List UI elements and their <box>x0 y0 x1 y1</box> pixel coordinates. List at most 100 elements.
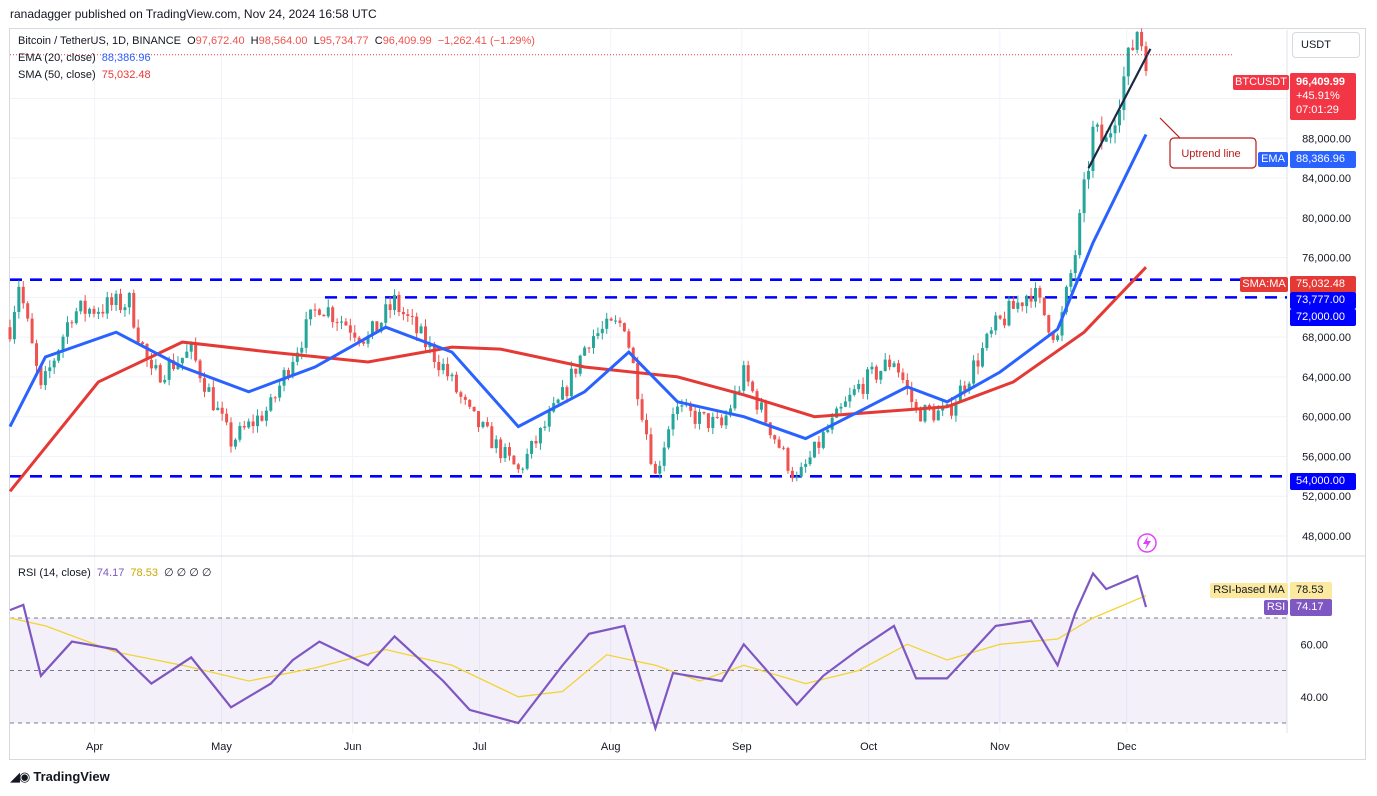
candle <box>291 361 295 377</box>
candle <box>331 307 335 323</box>
uptrend-line <box>1087 48 1152 169</box>
candle <box>980 348 984 367</box>
candle <box>675 406 679 414</box>
candle <box>1131 47 1135 50</box>
candle <box>269 397 273 411</box>
tradingview-logo-icon: ◢◉ <box>10 769 30 784</box>
candle <box>1011 300 1015 309</box>
time-axis-label: Nov <box>990 741 1010 753</box>
candle <box>1029 295 1033 302</box>
candle <box>547 411 551 427</box>
candle <box>141 342 145 345</box>
candle <box>273 397 277 399</box>
candle <box>605 318 609 329</box>
candle <box>1104 137 1108 142</box>
candle <box>264 410 268 421</box>
candle <box>896 363 900 373</box>
candle <box>976 360 980 367</box>
candle <box>1109 133 1113 138</box>
candle <box>879 370 883 380</box>
candle <box>446 363 450 377</box>
btc-price: 96,409.99 <box>1296 76 1345 88</box>
tradingview-logo[interactable]: ◢◉ TradingView <box>10 769 110 785</box>
candle <box>985 333 989 349</box>
candle <box>1003 318 1007 326</box>
price-axis-label: 64,000.00 <box>1302 372 1351 384</box>
chart-frame <box>9 28 1366 760</box>
candle <box>848 394 852 402</box>
candle <box>295 352 299 362</box>
candle <box>309 309 313 320</box>
candle <box>110 297 114 306</box>
candle <box>737 390 741 392</box>
candle <box>534 440 538 444</box>
candle <box>490 426 494 449</box>
candle <box>609 318 613 321</box>
candle <box>994 315 998 331</box>
candle <box>202 378 206 392</box>
candle <box>437 361 441 371</box>
candle <box>649 434 653 464</box>
candle <box>967 383 971 391</box>
candle <box>256 415 260 427</box>
btc-pct: +45.91% <box>1296 90 1340 102</box>
candle <box>322 314 326 317</box>
candle <box>242 425 246 428</box>
candle <box>163 379 167 383</box>
candle <box>530 440 534 454</box>
candle <box>65 322 69 337</box>
candle <box>596 333 600 337</box>
level-54000-badge: 54,000.00 <box>1290 473 1356 490</box>
candle <box>454 374 458 393</box>
candle <box>428 343 432 348</box>
candle <box>393 294 397 311</box>
candle <box>866 369 870 394</box>
price-axis-label: 84,000.00 <box>1302 173 1351 185</box>
candle <box>702 411 706 414</box>
candle <box>525 453 529 469</box>
btc-symbol-badge: BTCUSDT <box>1233 75 1289 90</box>
candle <box>910 387 914 402</box>
candle <box>1064 286 1068 313</box>
currency-button[interactable]: USDT <box>1292 32 1360 58</box>
price-axis-label: 88,000.00 <box>1302 133 1351 145</box>
candle <box>419 326 423 334</box>
candle <box>485 422 489 427</box>
candle <box>17 286 21 313</box>
lightning-icon[interactable] <box>1137 533 1157 553</box>
candle <box>888 359 892 367</box>
uptrend-callout: Uptrend line <box>1159 117 1257 169</box>
candle <box>874 366 878 380</box>
candle <box>1042 297 1046 316</box>
price-axis-label: 80,000.00 <box>1302 213 1351 225</box>
candle <box>658 465 662 474</box>
candle <box>728 408 732 416</box>
candle <box>105 297 109 314</box>
legend-close: 96,409.99 <box>382 35 432 47</box>
candle <box>145 344 149 360</box>
candle <box>759 402 763 410</box>
legend-high: 98,564.00 <box>258 35 308 47</box>
candle <box>768 422 772 436</box>
candle <box>1069 273 1073 287</box>
candle <box>154 365 158 369</box>
publish-header: ranadagger published on TradingView.com,… <box>10 7 377 21</box>
time-axis-label: Jun <box>344 741 362 753</box>
candle <box>989 330 993 334</box>
candle <box>565 387 569 397</box>
candle <box>883 359 887 371</box>
candle <box>401 311 405 315</box>
time-axis-label: May <box>211 741 232 753</box>
candle <box>839 406 843 409</box>
candle <box>636 363 640 400</box>
candle <box>450 374 454 377</box>
candle <box>667 429 671 448</box>
candle <box>627 331 631 348</box>
candle <box>92 308 96 314</box>
candle <box>463 396 467 400</box>
candle <box>954 402 958 416</box>
candle <box>1113 125 1117 134</box>
candle <box>362 341 366 344</box>
candle <box>313 309 317 311</box>
